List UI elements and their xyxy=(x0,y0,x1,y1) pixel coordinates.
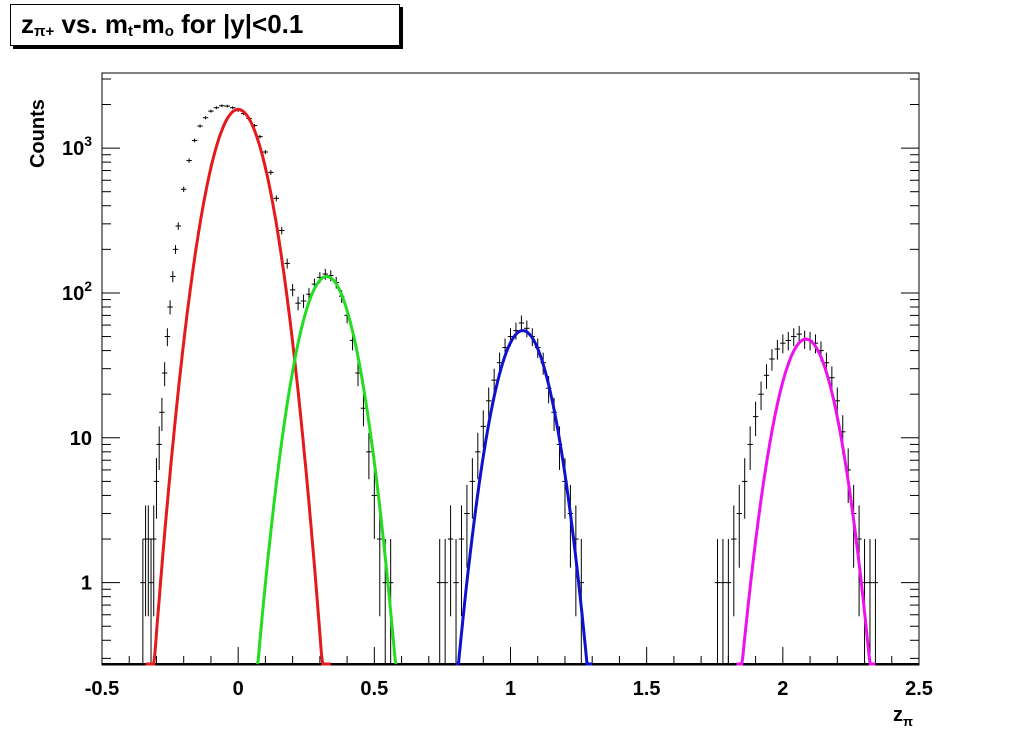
x-tick-label: 0 xyxy=(233,678,244,700)
plot-frame xyxy=(101,72,920,666)
x-tick-label: 0.5 xyxy=(360,678,388,700)
y-tick-label: 10 xyxy=(70,428,92,450)
x-tick-label: 1 xyxy=(505,678,516,700)
y-tick-label: 102 xyxy=(62,278,92,305)
fit-2-curve xyxy=(456,329,593,666)
x-tick-label: -0.5 xyxy=(85,678,119,700)
x-tick-label: 2 xyxy=(777,678,788,700)
y-axis-ticks: 1 10 102 103 xyxy=(62,78,919,659)
y-tick-label: 103 xyxy=(62,133,92,160)
x-tick-label: 1.5 xyxy=(633,678,661,700)
fit-layer xyxy=(145,107,876,666)
x-tick-label: 2.5 xyxy=(905,678,933,700)
fit-3-curve xyxy=(736,337,876,666)
fit-0-curve xyxy=(145,107,331,666)
x-axis-ticks: -0.5 0 0.5 1 1.5 2 2.5 xyxy=(85,647,933,700)
chart-title: zπ+ vs. mt-mo for |y|<0.1 xyxy=(21,9,304,40)
histogram-layer xyxy=(102,104,919,665)
x-axis-label: zπ xyxy=(893,704,913,729)
y-tick-label: 1 xyxy=(81,573,92,595)
fit-1-curve xyxy=(255,274,398,665)
chart-title-box: zπ+ vs. mt-mo for |y|<0.1 xyxy=(10,4,400,46)
y-axis-label: Counts xyxy=(27,99,49,168)
